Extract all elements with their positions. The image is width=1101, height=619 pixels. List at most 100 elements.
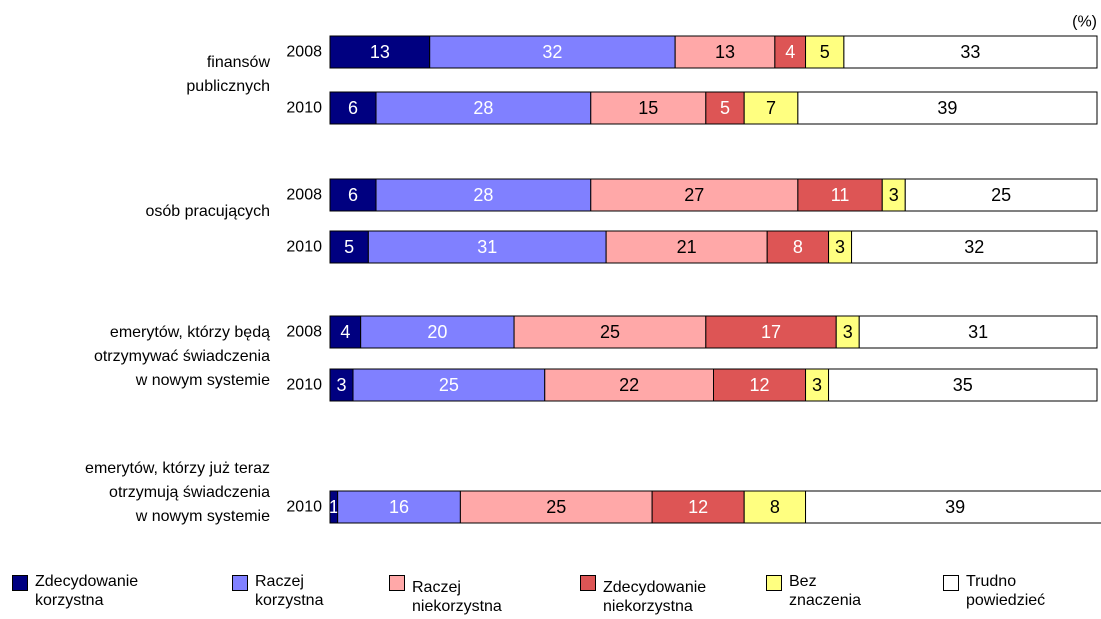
value-label: 1: [329, 497, 339, 517]
bar-segment: [352, 368, 546, 402]
value-label: 13: [715, 42, 735, 62]
value-label: 15: [638, 98, 658, 118]
bar-segment: [674, 35, 776, 69]
bar-segment: [851, 230, 1098, 264]
value-label: 16: [389, 497, 409, 517]
bar-segment: [605, 230, 768, 264]
year-label: 2008: [286, 187, 322, 204]
legend-swatch: [580, 575, 596, 591]
bar-segment: [858, 315, 1098, 349]
legend-label: Bez znaczenia: [789, 573, 862, 609]
bar-segment: [843, 35, 1098, 69]
bar-segment: [544, 368, 715, 402]
year-label: 2010: [286, 377, 322, 394]
value-label: 33: [960, 42, 980, 62]
bar-segment: [797, 178, 883, 212]
value-label: 4: [340, 322, 350, 342]
legend-label: Raczej niekorzystna: [412, 579, 502, 615]
value-label: 39: [937, 98, 957, 118]
bar-segment: [337, 490, 461, 524]
bar-segment: [713, 368, 807, 402]
bar-segment: [329, 35, 431, 69]
value-label: 6: [348, 185, 358, 205]
value-label: 5: [344, 237, 354, 257]
bar-segment: [329, 315, 362, 349]
year-label: 2010: [286, 100, 322, 117]
value-label: 25: [439, 375, 459, 395]
value-label: 28: [473, 185, 493, 205]
value-label: 31: [477, 237, 497, 257]
value-label: 6: [348, 98, 358, 118]
bar-segment: [429, 35, 676, 69]
value-label: 13: [370, 42, 390, 62]
value-label: 5: [720, 98, 730, 118]
value-label: 35: [953, 375, 973, 395]
value-label: 8: [793, 237, 803, 257]
group-label: emerytów, którzy będą otrzymywać świadcz…: [93, 324, 270, 389]
group-label: osób pracujących: [145, 203, 270, 220]
legend-swatch: [12, 575, 28, 591]
value-label: 3: [812, 375, 822, 395]
year-label: 2010: [286, 499, 322, 516]
bar-segment: [766, 230, 830, 264]
bar-segment: [805, 35, 845, 69]
bar-segment: [375, 178, 592, 212]
value-label: 25: [546, 497, 566, 517]
value-label: 8: [770, 497, 780, 517]
value-label: 5: [820, 42, 830, 62]
value-label: 32: [964, 237, 984, 257]
value-label: 11: [831, 185, 850, 205]
value-label: 32: [542, 42, 562, 62]
legend-swatch: [232, 575, 248, 591]
value-label: 39: [945, 497, 965, 517]
value-label: 21: [677, 237, 697, 257]
value-label: 25: [991, 185, 1011, 205]
bar-segment: [513, 315, 707, 349]
legend-swatch: [389, 575, 405, 591]
value-label: 12: [750, 375, 770, 395]
year-label: 2008: [286, 324, 322, 341]
bar-segment: [805, 490, 1101, 524]
bar-segment: [329, 230, 369, 264]
bar-segment: [904, 178, 1098, 212]
value-label: 3: [835, 237, 845, 257]
legend-label: Zdecydowanie korzystna: [35, 573, 139, 609]
bar-segment: [743, 490, 807, 524]
value-label: 31: [968, 322, 988, 342]
bar-segment: [375, 91, 592, 125]
value-label: 27: [684, 185, 704, 205]
value-label: 4: [785, 42, 795, 62]
bar-segment: [590, 178, 799, 212]
value-label: 7: [766, 98, 776, 118]
legend-label: Raczej korzystna: [255, 573, 324, 609]
value-label: 17: [761, 322, 781, 342]
bar-segment: [329, 178, 377, 212]
bar-segment: [367, 230, 607, 264]
bar-segment: [329, 91, 377, 125]
value-label: 25: [600, 322, 620, 342]
bar-segment: [705, 91, 745, 125]
year-label: 2008: [286, 44, 322, 61]
legend-label: Trudno powiedzieć: [966, 573, 1046, 609]
legend-swatch: [943, 575, 959, 591]
bar-segment: [797, 91, 1098, 125]
legend-label: Zdecydowanie niekorzystna: [603, 579, 707, 615]
bar-segment: [590, 91, 707, 125]
legend-swatch: [766, 575, 782, 591]
group-label: finansów publicznych: [186, 54, 270, 95]
year-label: 2010: [286, 239, 322, 256]
group-label: emerytów, którzy już teraz otrzymują świ…: [85, 460, 270, 525]
value-label: 28: [473, 98, 493, 118]
bar-segment: [828, 368, 1098, 402]
value-label: 12: [688, 497, 708, 517]
value-label: 22: [619, 375, 639, 395]
value-label: 3: [889, 185, 899, 205]
value-label: 3: [843, 322, 853, 342]
value-label: 20: [427, 322, 447, 342]
value-label: 3: [336, 375, 346, 395]
unit-label: (%): [1072, 14, 1097, 31]
bar-segment: [459, 490, 653, 524]
bar-segment: [651, 490, 745, 524]
